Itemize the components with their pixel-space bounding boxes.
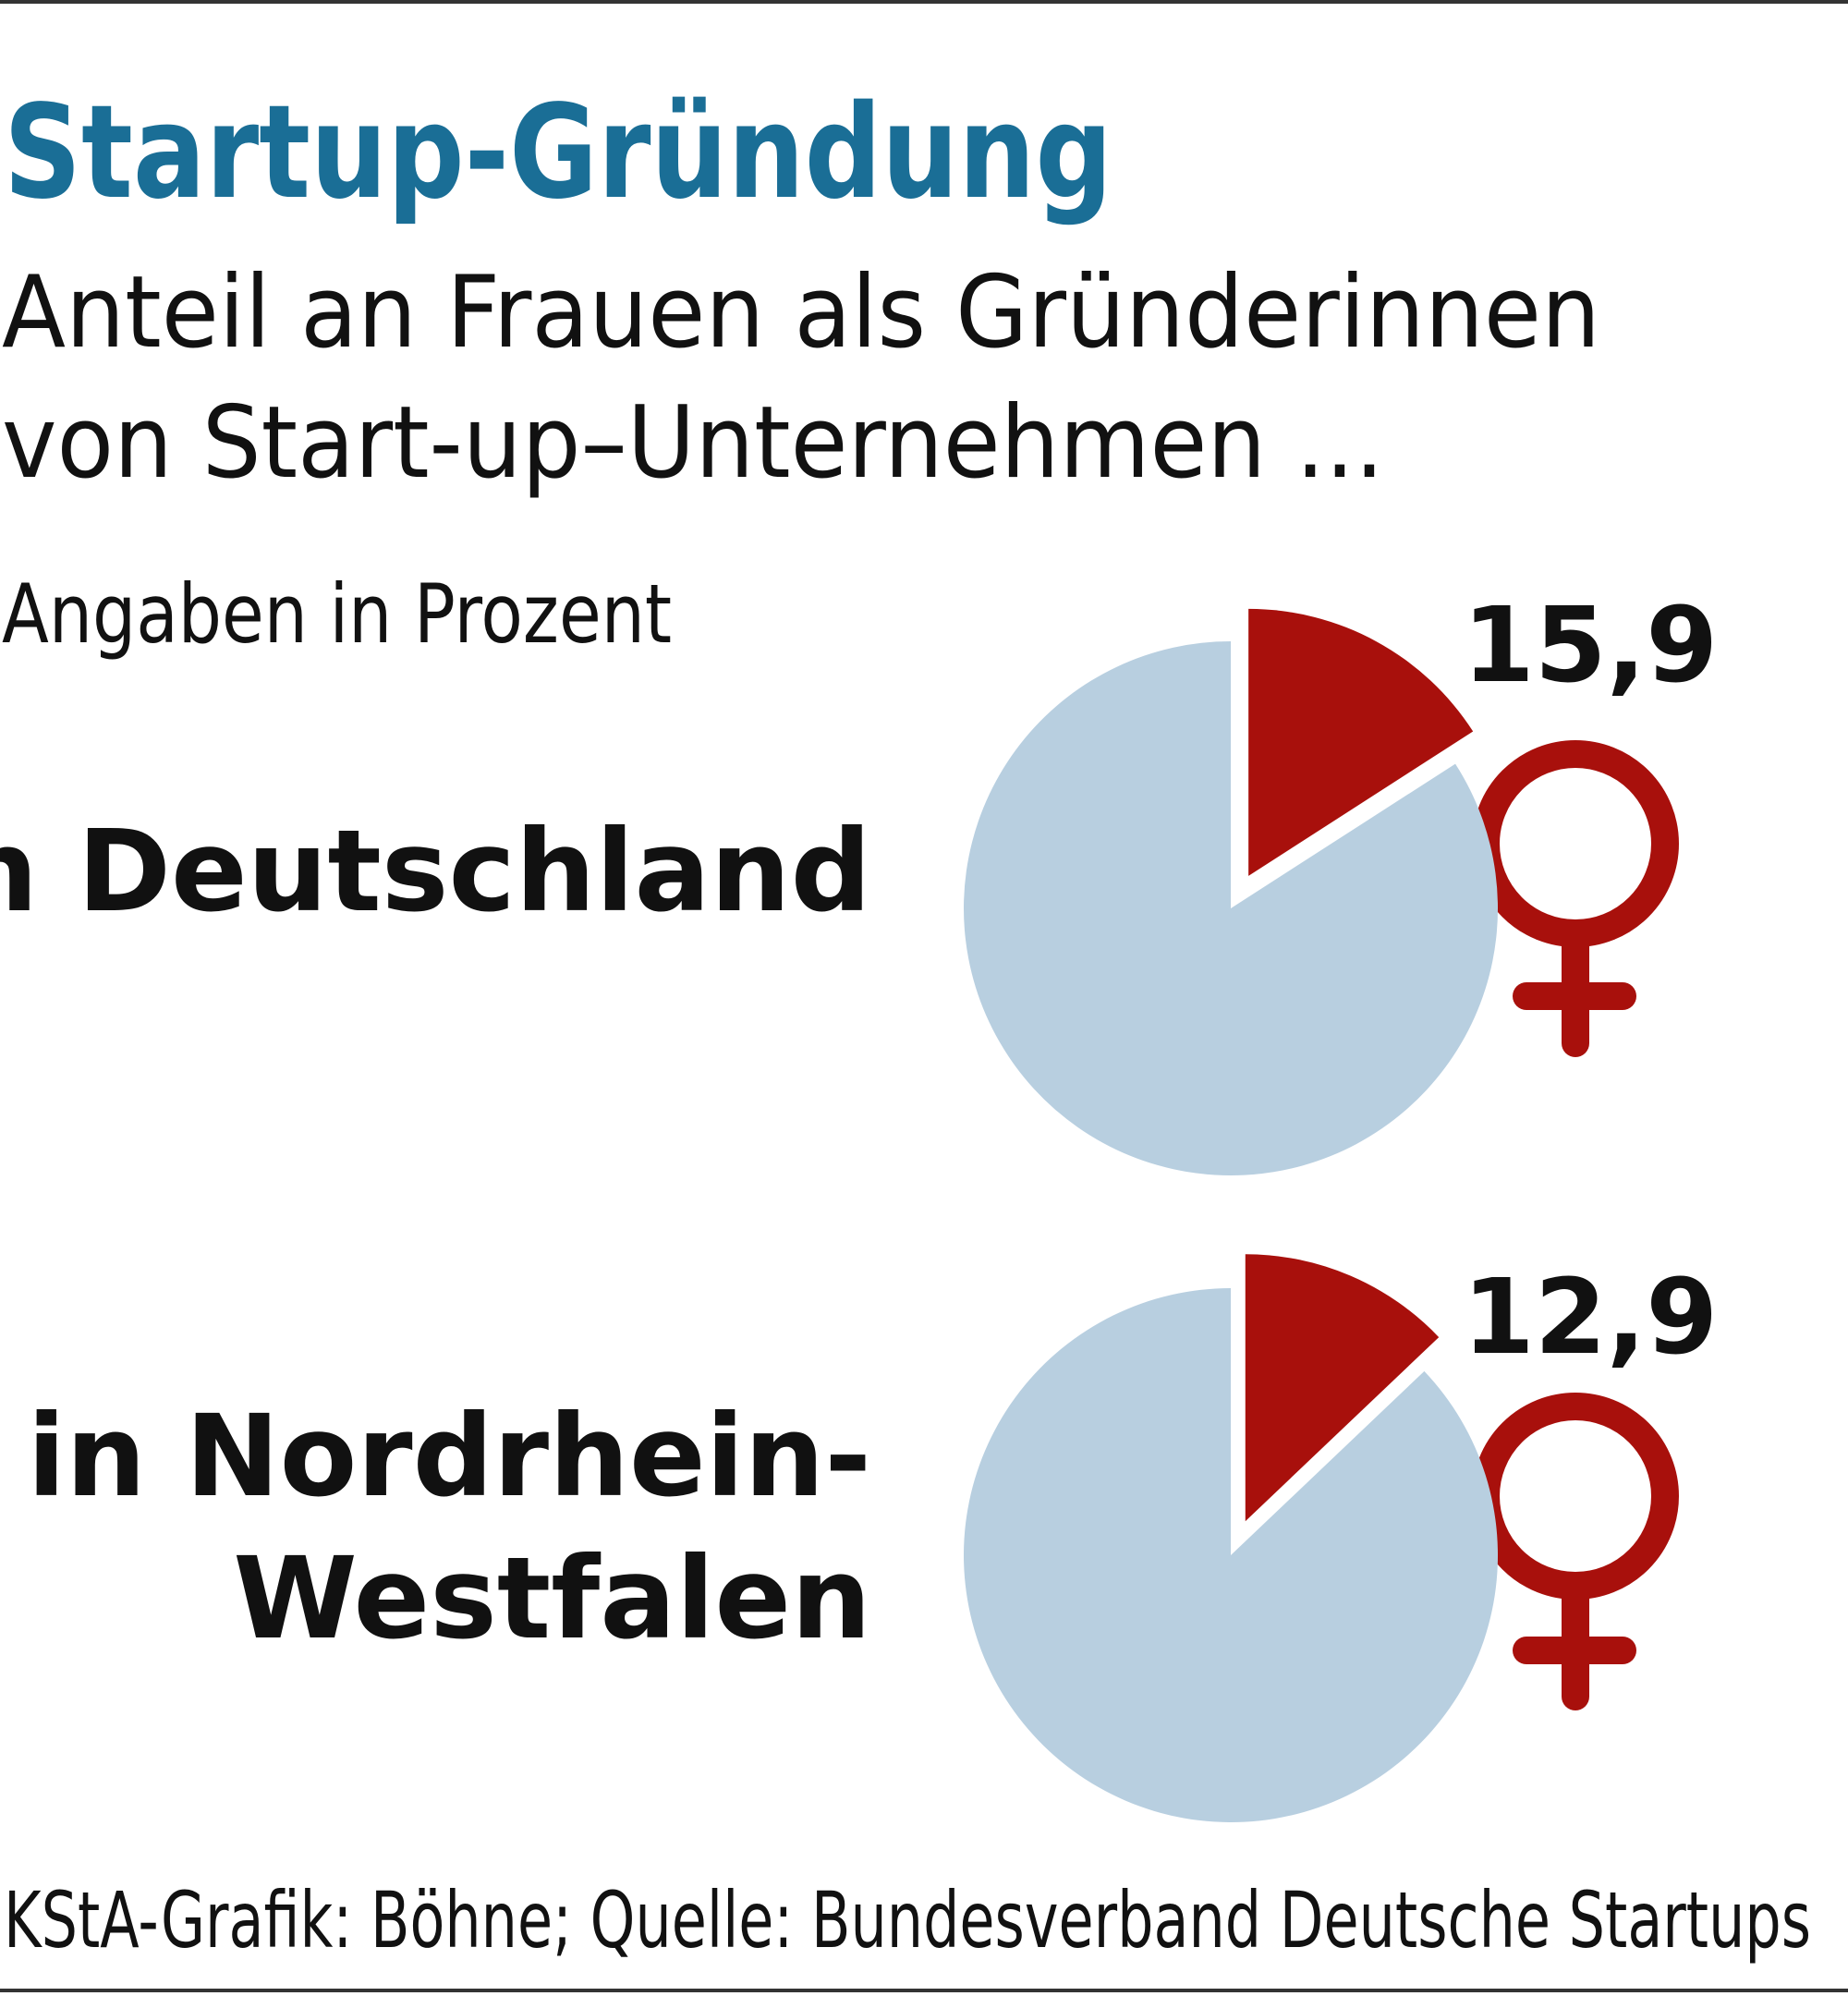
title: Startup-Gründung	[4, 78, 1112, 228]
pie-slice	[1245, 1254, 1440, 1522]
top-rule	[0, 0, 1848, 4]
subtitle: von Start-up–Unternehmen ...	[2, 385, 1384, 501]
note: Angaben in Prozent	[2, 566, 672, 662]
pie-label: ... in Nordrhein-	[0, 1391, 871, 1522]
subtitle: Anteil an Frauen als Gründerinnen	[2, 255, 1600, 371]
female-symbol	[1472, 740, 1679, 1057]
value-label: 15,9	[1463, 586, 1718, 706]
female-symbol	[1472, 1393, 1679, 1710]
pie-label: ... in Deutschland	[0, 806, 871, 937]
pie-slice	[1248, 608, 1474, 876]
source: KStA-Grafik: Böhne; Quelle: Bundesverban…	[4, 1875, 1811, 1966]
pie-slice	[964, 641, 1499, 1176]
value-label: 12,9	[1463, 1258, 1718, 1378]
pie-label: Westfalen	[233, 1533, 871, 1664]
pie-slice	[964, 1288, 1499, 1823]
bottom-rule	[0, 1989, 1848, 1992]
